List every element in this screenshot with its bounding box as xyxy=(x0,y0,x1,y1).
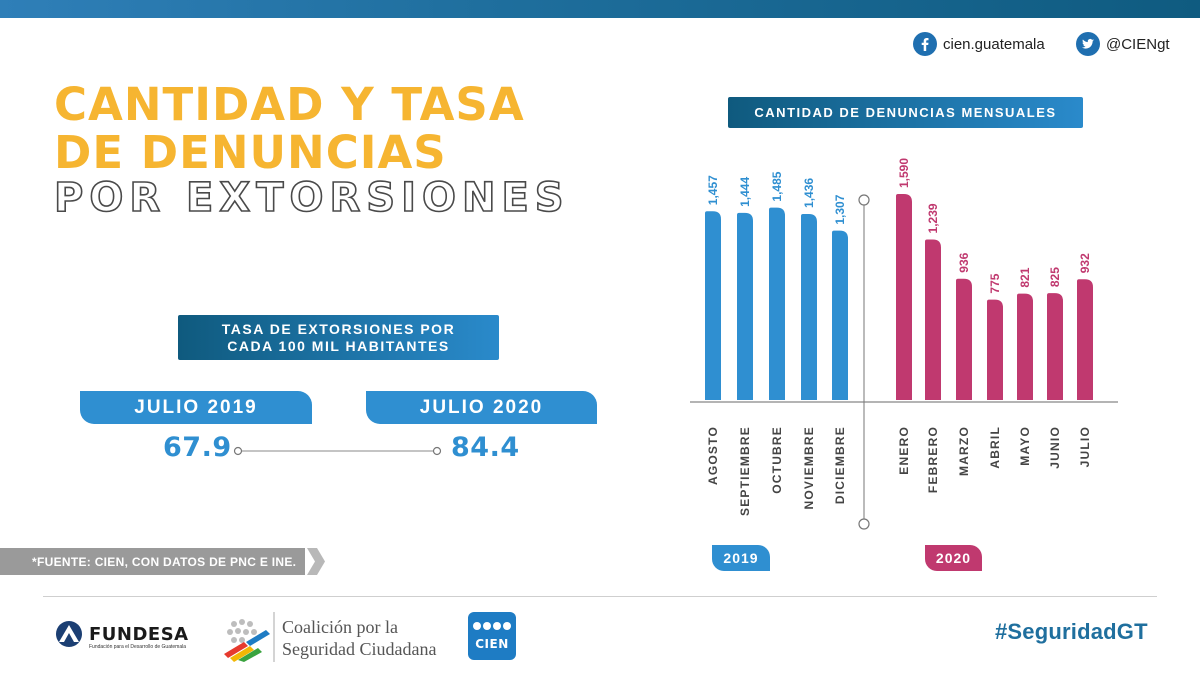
value-label-abril: 775 xyxy=(988,273,1002,293)
value-label-enero: 1,590 xyxy=(897,158,911,188)
coalicion-line-2: Seguridad Ciudadana xyxy=(282,639,437,659)
coalicion-mark-icon xyxy=(224,612,275,662)
label-julio-2020: JULIO 2020 xyxy=(366,391,597,424)
bar-julio xyxy=(1077,279,1093,400)
chart-title: CANTIDAD DE DENUNCIAS MENSUALES xyxy=(728,97,1083,128)
bar-abril xyxy=(987,299,1003,400)
twitter-link[interactable]: @CIENgt xyxy=(1076,32,1170,56)
bar-marzo xyxy=(956,278,972,400)
separator-bottom-dot xyxy=(858,518,870,530)
fundesa-mark-icon xyxy=(56,621,82,647)
category-label-noviembre: NOVIEMBRE xyxy=(802,426,816,509)
bar-agosto xyxy=(705,211,721,400)
bar-diciembre xyxy=(832,230,848,400)
category-label-marzo: MARZO xyxy=(957,426,971,476)
bar-enero xyxy=(896,194,912,400)
value-label-diciembre: 1,307 xyxy=(833,194,847,224)
twitter-icon xyxy=(1076,32,1100,56)
category-label-abril: ABRIL xyxy=(988,426,1002,469)
value-label-mayo: 821 xyxy=(1018,267,1032,287)
value-label-agosto: 1,457 xyxy=(706,175,720,205)
value-label-febrero: 1,239 xyxy=(926,203,940,233)
category-label-febrero: FEBRERO xyxy=(926,426,940,493)
fundesa-tagline: Fundación para el Desarrollo de Guatemal… xyxy=(89,644,186,650)
category-label-octubre: OCTUBRE xyxy=(770,426,784,494)
top-banner-bar xyxy=(0,0,1200,18)
rate-heading-line-1: TASA DE EXTORSIONES POR xyxy=(221,321,456,337)
bar-noviembre xyxy=(801,213,817,400)
label-julio-2019: JULIO 2019 xyxy=(80,391,312,424)
value-label-marzo: 936 xyxy=(957,252,971,272)
twitter-handle: @CIENgt xyxy=(1106,35,1170,53)
source-note: *FUENTE: CIEN, CON DATOS DE PNC E INE. xyxy=(32,555,297,569)
rate-value-2019: 67.9 xyxy=(163,432,232,463)
value-label-junio: 825 xyxy=(1048,267,1062,287)
coalicion-logo: Coalición por la Seguridad Ciudadana xyxy=(220,612,445,662)
year-label-2019: 2019 xyxy=(712,545,770,571)
rate-connector xyxy=(233,446,442,456)
coalicion-line-1: Coalición por la xyxy=(282,617,398,637)
hashtag: #SeguridadGT xyxy=(995,619,1148,644)
rate-heading: TASA DE EXTORSIONES POR CADA 100 MIL HAB… xyxy=(178,315,499,360)
category-label-diciembre: DICIEMBRE xyxy=(833,426,847,504)
value-label-noviembre: 1,436 xyxy=(802,178,816,208)
category-label-junio: JUNIO xyxy=(1048,426,1062,469)
bar-septiembre xyxy=(737,212,753,400)
bar-junio xyxy=(1047,293,1063,400)
bar-octubre xyxy=(769,207,785,400)
fundesa-logo: FUNDESA Fundación para el Desarrollo de … xyxy=(53,620,189,650)
bar-febrero xyxy=(925,239,941,400)
facebook-link[interactable]: cien.guatemala xyxy=(913,32,1045,56)
category-label-agosto: AGOSTO xyxy=(706,426,720,485)
cien-label: CIEN xyxy=(475,637,509,651)
year-label-2020: 2020 xyxy=(925,545,982,571)
category-label-julio: JULIO xyxy=(1078,426,1092,467)
rate-heading-line-2: CADA 100 MIL HABITANTES xyxy=(227,338,450,354)
category-label-mayo: MAYO xyxy=(1018,426,1032,466)
bar-mayo xyxy=(1017,293,1033,400)
fundesa-name: FUNDESA xyxy=(89,623,189,645)
cien-mark-icon xyxy=(473,622,511,630)
coalicion-name: Coalición por la Seguridad Ciudadana xyxy=(282,616,436,660)
value-label-julio: 932 xyxy=(1078,253,1092,273)
category-label-septiembre: SEPTIEMBRE xyxy=(738,426,752,516)
separator-top-dot xyxy=(858,194,870,206)
footer-divider xyxy=(43,596,1157,597)
cien-logo: CIEN xyxy=(468,612,516,660)
facebook-icon xyxy=(913,32,937,56)
value-label-septiembre: 1,444 xyxy=(738,177,752,207)
rate-value-2020: 84.4 xyxy=(451,432,520,463)
source-banner xyxy=(0,548,325,575)
category-label-enero: ENERO xyxy=(897,426,911,475)
facebook-handle: cien.guatemala xyxy=(943,35,1045,53)
value-label-octubre: 1,485 xyxy=(770,171,784,201)
title-line-2: DE DENUNCIAS xyxy=(54,126,447,179)
title-line-3: POR EXTORSIONES xyxy=(53,175,570,221)
title-line-1: CANTIDAD Y TASA xyxy=(54,78,525,131)
